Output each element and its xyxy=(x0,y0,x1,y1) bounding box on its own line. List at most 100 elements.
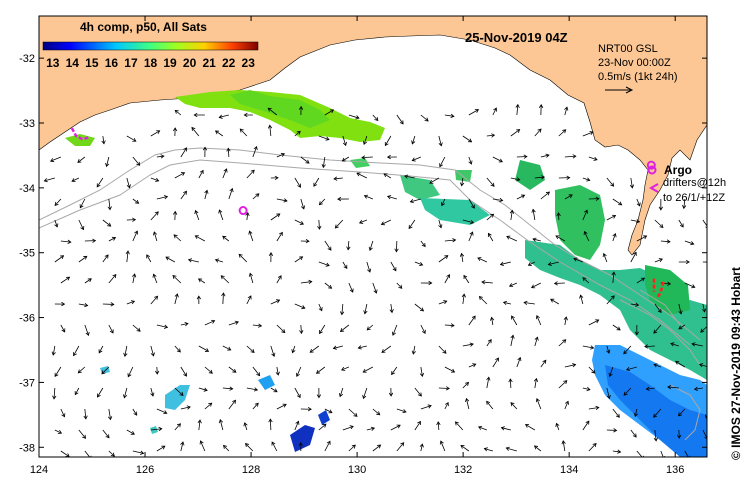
current-vector xyxy=(653,324,662,334)
current-vector-head xyxy=(563,380,568,385)
current-vector-head xyxy=(208,402,213,407)
current-vector xyxy=(219,209,224,221)
current-vector-head xyxy=(531,208,536,213)
current-vector-head xyxy=(125,250,130,255)
current-vector-head xyxy=(444,401,449,407)
current-vector xyxy=(300,198,305,209)
current-vector xyxy=(500,261,511,265)
current-vector xyxy=(52,345,56,356)
current-vector-head xyxy=(613,428,618,433)
current-vector-head xyxy=(411,157,416,162)
current-vector xyxy=(54,429,62,434)
map-title: 25-Nov-2019 04Z xyxy=(465,30,568,45)
current-vector-head xyxy=(419,262,424,267)
current-vector-head xyxy=(629,184,635,189)
current-vector xyxy=(540,191,550,200)
current-vector xyxy=(702,219,707,227)
current-vector-head xyxy=(653,437,658,442)
current-vector-head xyxy=(83,415,88,420)
current-vector-head xyxy=(322,423,327,428)
current-vector xyxy=(588,156,598,161)
current-vector-head xyxy=(679,223,684,228)
current-vector-head xyxy=(700,328,705,333)
current-vector xyxy=(532,209,536,221)
current-vector-head xyxy=(370,426,376,431)
current-vector xyxy=(96,177,104,188)
current-vector xyxy=(126,135,137,142)
current-vector-head xyxy=(715,453,718,456)
current-vector-head xyxy=(154,370,160,375)
current-vector-head xyxy=(204,348,210,352)
current-vector-head xyxy=(146,254,151,259)
current-vector xyxy=(364,303,368,314)
current-vector-head xyxy=(194,235,199,240)
current-vector xyxy=(694,387,703,390)
current-vector-head xyxy=(321,163,326,169)
current-vector xyxy=(60,408,65,417)
current-vector-head xyxy=(498,158,503,163)
current-vector-head xyxy=(343,264,348,270)
current-vector xyxy=(180,406,191,410)
current-vector-head xyxy=(438,224,443,229)
current-vector xyxy=(588,366,596,374)
current-vector xyxy=(484,448,493,452)
current-vector xyxy=(324,441,331,452)
current-vector xyxy=(486,213,494,221)
current-vector-head xyxy=(296,130,301,135)
current-vector xyxy=(606,345,610,354)
current-vector xyxy=(492,156,503,163)
current-vector-head xyxy=(191,126,196,131)
current-vector-head xyxy=(555,422,560,427)
current-vector xyxy=(410,198,421,203)
current-vector xyxy=(396,408,407,413)
y-tick-label: -36 xyxy=(19,313,35,325)
current-vector-head xyxy=(439,440,444,445)
current-vector-head xyxy=(538,104,544,109)
current-vector-head xyxy=(383,173,388,178)
current-vector xyxy=(363,366,374,373)
current-vector-head xyxy=(505,446,510,451)
current-vector xyxy=(534,337,538,347)
current-vector-head xyxy=(161,445,166,450)
current-vector-head xyxy=(553,281,558,286)
current-vector xyxy=(636,450,643,457)
current-vector xyxy=(623,345,632,355)
current-vector-head xyxy=(229,386,234,391)
current-vector xyxy=(198,387,208,391)
current-vector xyxy=(511,315,518,326)
current-vector xyxy=(359,219,368,224)
current-vector-head xyxy=(516,129,521,133)
current-vector-head xyxy=(524,424,530,428)
imos-credit: © IMOS 27-Nov-2019 09:43 Hobart xyxy=(729,267,743,460)
map-frame xyxy=(38,15,708,458)
x-tick-label: 132 xyxy=(454,464,472,476)
current-vector xyxy=(558,339,567,347)
drifter-tracks xyxy=(70,127,665,299)
y-axis: -32 -33 -34 -35 -36 -37 -38 xyxy=(19,53,707,454)
current-vector-head xyxy=(253,387,259,392)
current-vector-head xyxy=(658,206,663,211)
current-vector xyxy=(411,135,416,144)
current-vector xyxy=(582,177,590,181)
current-vector xyxy=(78,429,86,439)
current-vector xyxy=(478,426,487,431)
current-vector-head xyxy=(132,137,137,142)
current-vector xyxy=(324,282,332,289)
current-vector xyxy=(636,198,641,207)
current-vector xyxy=(462,135,472,143)
current-vector xyxy=(363,135,368,145)
current-vector-head xyxy=(256,372,261,377)
current-vector xyxy=(510,177,520,181)
current-vector-head xyxy=(468,160,473,165)
current-vector xyxy=(654,429,657,441)
current-vector-head xyxy=(282,403,287,408)
current-vector-head xyxy=(104,254,109,259)
current-vector xyxy=(612,408,620,418)
current-vector xyxy=(534,128,542,137)
current-vector-head xyxy=(101,140,106,145)
current-vector xyxy=(692,343,703,347)
current-vector xyxy=(318,135,330,140)
current-vector xyxy=(486,377,490,389)
current-vector xyxy=(276,198,288,202)
current-vector xyxy=(127,366,134,377)
